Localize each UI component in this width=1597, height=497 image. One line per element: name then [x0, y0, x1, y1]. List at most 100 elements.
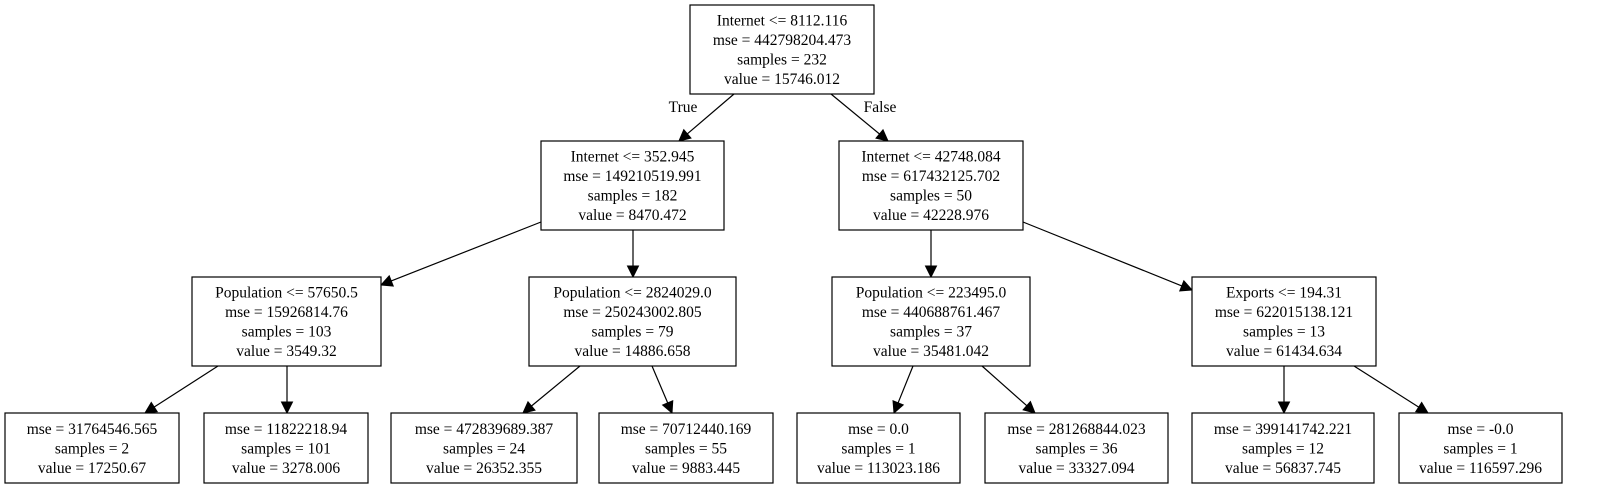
arrowhead-icon — [1022, 400, 1036, 414]
node-box — [831, 276, 1031, 367]
node-text-line: value = 35481.042 — [873, 343, 989, 360]
node-text-line: samples = 101 — [241, 440, 331, 457]
arrowhead-icon — [522, 400, 536, 414]
tree-edge — [924, 230, 938, 279]
node-text-line: samples = 50 — [890, 188, 972, 205]
node-text-line: Internet <= 8112.116 — [717, 13, 848, 30]
node-text-line: value = 26352.355 — [426, 460, 542, 477]
node-text-line: mse = 250243002.805 — [563, 304, 702, 321]
tree-edge — [144, 365, 219, 414]
node-box — [390, 412, 578, 484]
node-text-line: value = 3549.32 — [236, 343, 336, 360]
node-text-line: mse = 149210519.991 — [563, 168, 701, 185]
arrowhead-icon — [875, 128, 889, 142]
node-text-line: samples = 79 — [592, 324, 674, 341]
node-text-line: Internet <= 42748.084 — [861, 149, 1001, 166]
node-text-line: value = 33327.094 — [1019, 460, 1135, 477]
tree-edge — [280, 366, 294, 415]
tree-edge — [1022, 221, 1194, 292]
tree-edge: True — [669, 93, 735, 142]
leaf-node: mse = 399141742.221 samples = 12 value = 5… — [1191, 412, 1375, 484]
leaf-node: mse = -0.0 samples = 1 value = 116597.296 — [1398, 412, 1563, 484]
node-box — [1191, 412, 1375, 484]
node-box — [598, 412, 774, 484]
tree-edge — [1353, 365, 1429, 414]
leaf-node: mse = 31764546.565 samples = 2 value = 172… — [4, 412, 180, 484]
node-text-line: value = 8470.472 — [578, 207, 686, 224]
node-text-line: Population <= 2824029.0 — [553, 285, 712, 302]
arrowhead-icon — [1414, 401, 1429, 414]
arrowhead-icon — [144, 401, 159, 414]
tree-edge — [1277, 366, 1291, 415]
split-node: Exports <= 194.31 mse = 622015138.121 samp… — [1191, 276, 1377, 367]
node-text-line: value = 17250.67 — [38, 460, 146, 477]
leaf-node: mse = 281268844.023 samples = 36 value = 3… — [984, 412, 1169, 484]
node-box — [838, 140, 1024, 231]
node-text-line: value = 113023.186 — [817, 460, 940, 477]
split-node: Internet <= 42748.084 mse = 617432125.702… — [838, 140, 1024, 231]
node-text-line: samples = 232 — [737, 52, 827, 69]
arrowhead-icon — [892, 399, 905, 415]
node-text-line: mse = 0.0 — [848, 421, 909, 438]
node-text-line: mse = -0.0 — [1448, 421, 1514, 438]
node-text-line: samples = 12 — [1242, 440, 1324, 457]
tree-edge: False — [830, 93, 897, 142]
arrowhead-icon — [280, 401, 294, 415]
split-node: Population <= 57650.5 mse = 15926814.76 sa… — [191, 276, 382, 367]
split-node: Population <= 223495.0 mse = 440688761.46… — [831, 276, 1031, 367]
edge-line — [531, 365, 581, 407]
tree-edge — [892, 365, 914, 415]
node-box — [1191, 276, 1377, 367]
edge-line — [153, 365, 219, 408]
tree-edge — [379, 221, 542, 287]
leaf-node: mse = 0.0 samples = 1 value = 113023.186 — [796, 412, 961, 484]
node-text-line: mse = 31764546.565 — [27, 421, 158, 438]
node-text-line: mse = 399141742.221 — [1214, 421, 1352, 438]
node-text-line: Internet <= 352.945 — [571, 149, 695, 166]
edges-layer: True False — [144, 93, 1429, 415]
arrowhead-icon — [379, 274, 395, 287]
node-text-line: samples = 24 — [443, 440, 525, 457]
nodes-layer: Internet <= 8112.116 mse = 442798204.473 s… — [4, 4, 1563, 484]
edge-line — [830, 93, 880, 135]
node-box — [4, 412, 180, 484]
tree-edge — [522, 365, 581, 414]
leaf-node: mse = 11822218.94 samples = 101 value = 32… — [203, 412, 369, 484]
node-text-line: mse = 11822218.94 — [225, 421, 348, 438]
node-text-line: value = 15746.012 — [724, 71, 840, 88]
node-text-line: mse = 617432125.702 — [862, 168, 1000, 185]
arrowhead-icon — [924, 265, 938, 279]
edge-line — [981, 365, 1028, 407]
node-box — [984, 412, 1169, 484]
split-node: Population <= 2824029.0 mse = 250243002.8… — [528, 276, 737, 367]
node-box — [191, 276, 382, 367]
node-text-line: value = 116597.296 — [1419, 460, 1542, 477]
node-text-line: Population <= 223495.0 — [856, 285, 1007, 302]
arrowhead-icon — [1178, 279, 1194, 292]
node-text-line: Population <= 57650.5 — [215, 285, 358, 302]
arrowhead-icon — [1277, 401, 1291, 415]
arrowhead-icon — [661, 399, 674, 415]
node-box — [796, 412, 961, 484]
node-box — [1398, 412, 1563, 484]
edge-label-false: False — [864, 99, 897, 116]
split-node: Internet <= 352.945 mse = 149210519.991 sa… — [540, 140, 725, 231]
edge-label-true: True — [669, 99, 698, 116]
edge-line — [897, 365, 914, 404]
node-text-line: samples = 36 — [1036, 440, 1118, 457]
edge-line — [1353, 365, 1420, 408]
edge-line — [686, 93, 735, 135]
node-text-line: samples = 1 — [841, 440, 915, 457]
node-text-line: samples = 13 — [1243, 324, 1325, 341]
node-box — [203, 412, 369, 484]
node-text-line: samples = 103 — [242, 324, 332, 341]
node-text-line: mse = 472839689.387 — [415, 421, 554, 438]
node-text-line: mse = 281268844.023 — [1007, 421, 1146, 438]
node-text-line: samples = 2 — [55, 440, 129, 457]
arrowhead-icon — [626, 265, 640, 279]
node-box — [540, 140, 725, 231]
edge-line — [1022, 221, 1183, 287]
node-text-line: samples = 55 — [645, 440, 727, 457]
node-text-line: value = 9883.445 — [632, 460, 740, 477]
